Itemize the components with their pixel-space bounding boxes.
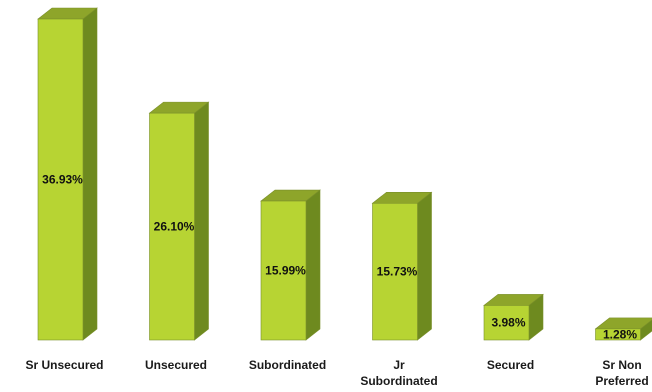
bar-front-face xyxy=(149,112,195,341)
data-label: 1.28% xyxy=(603,327,637,341)
category-label: Unsecured xyxy=(145,358,207,372)
bar-front-face xyxy=(372,202,418,341)
category-label: Secured xyxy=(487,358,534,372)
category-label: Subordinated xyxy=(249,358,326,372)
data-label: 15.99% xyxy=(265,264,306,278)
bar-front-face xyxy=(37,18,84,341)
category-label: Sr Non Preferred xyxy=(595,358,648,388)
bar-side-face xyxy=(417,191,432,341)
data-label: 36.93% xyxy=(42,173,83,187)
bar-6: 1.28% xyxy=(594,317,652,341)
bar-5: 3.98% xyxy=(483,293,544,341)
category-label: Jr Subordinated xyxy=(360,358,437,388)
bar-2: 26.10% xyxy=(148,101,210,341)
bar-side-face xyxy=(82,7,98,341)
bar-3: 15.99% xyxy=(260,189,321,341)
data-label: 15.73% xyxy=(377,265,418,279)
bar-front-face xyxy=(483,305,530,341)
bar-front-face xyxy=(595,328,641,341)
bar-1: 36.93% xyxy=(37,7,98,341)
bar-side-face xyxy=(194,101,209,341)
category-label: Sr Unsecured xyxy=(25,358,103,372)
bar-front-face xyxy=(260,200,307,341)
bar-4: 15.73% xyxy=(371,191,433,341)
bar-side-face xyxy=(305,189,321,341)
data-label: 3.98% xyxy=(491,316,525,330)
data-label: 26.10% xyxy=(154,220,195,234)
